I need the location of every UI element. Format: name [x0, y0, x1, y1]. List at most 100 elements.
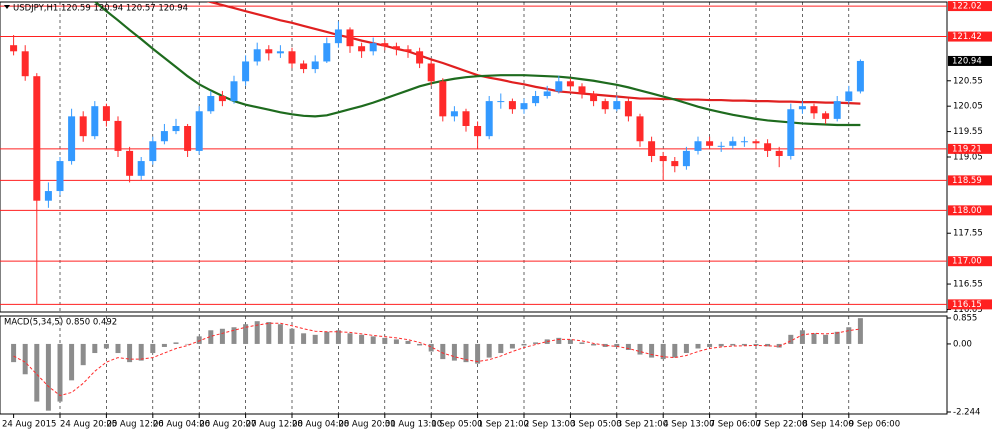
candle-body — [462, 111, 470, 126]
macd-bar — [556, 337, 562, 344]
menu-icon — [4, 5, 10, 9]
candle-body — [427, 63, 435, 82]
macd-bar — [80, 343, 86, 366]
macd-bar — [486, 343, 492, 358]
macd-bar — [219, 328, 225, 344]
macd-bar — [393, 339, 399, 344]
y-tick-label: 117.55 — [953, 229, 983, 239]
candle-body — [833, 101, 841, 119]
candle-body — [21, 51, 29, 77]
macd-bar — [115, 343, 121, 354]
candle-body — [369, 43, 377, 52]
level-label: 118.00 — [952, 206, 982, 216]
x-tick-label: 2 Sep 13:00 — [524, 420, 575, 430]
x-tick-label: 8 Sep 14:00 — [802, 420, 853, 430]
candle-body — [590, 93, 598, 102]
macd-bar — [823, 334, 829, 344]
candle-body — [79, 116, 87, 137]
candle-body — [822, 113, 830, 119]
x-tick-label: 26 Aug 20:00 — [199, 420, 256, 430]
candle-body — [276, 51, 284, 54]
macd-bar — [463, 343, 469, 363]
candle-body — [787, 109, 795, 156]
candle-body — [114, 120, 122, 151]
macd-bar — [138, 343, 144, 361]
x-tick-label: 26 Aug 04:00 — [153, 420, 210, 430]
macd-signal-line — [13, 322, 861, 397]
candle-body — [671, 161, 679, 167]
level-label-box — [948, 143, 992, 154]
candle-body — [404, 49, 412, 52]
indicator-y-tick-label: 0.00 — [953, 339, 972, 349]
x-tick-label: 7 Sep 22:00 — [756, 420, 807, 430]
macd-bar — [92, 343, 98, 354]
candle-body — [392, 46, 400, 50]
macd-bar — [69, 343, 75, 381]
x-tick-label: 3 Sep 21:00 — [617, 420, 668, 430]
macd-bar — [417, 343, 423, 346]
macd-bar — [196, 336, 202, 344]
macd-bar — [405, 340, 411, 344]
current-price-label: 120.94 — [952, 56, 982, 66]
candle-body — [810, 106, 818, 114]
macd-bar — [301, 333, 307, 344]
candle-body — [439, 81, 447, 117]
macd-bar — [498, 343, 504, 354]
indicator-panel — [0, 315, 948, 415]
candle-body — [706, 141, 714, 146]
candle-body — [543, 91, 551, 97]
macd-bar — [208, 330, 214, 344]
candle-body — [636, 116, 644, 142]
macd-bar — [451, 343, 457, 361]
candle-body — [184, 126, 192, 151]
x-tick-label: 1 Sep 05:00 — [431, 420, 482, 430]
macd-bar — [533, 342, 539, 344]
candle-body — [358, 46, 366, 52]
level-label: 121.42 — [952, 32, 982, 42]
y-tick-label: 116.55 — [953, 280, 983, 290]
candle-body — [126, 150, 134, 176]
candle-body — [242, 61, 250, 82]
candle-body — [56, 161, 64, 192]
x-tick-label: 24 Aug 20:00 — [60, 420, 117, 430]
macd-bar — [370, 336, 376, 344]
macd-bar — [150, 343, 156, 354]
candle-body — [91, 106, 99, 137]
candle-body — [265, 49, 273, 54]
candle-body — [497, 101, 505, 103]
macd-bar — [649, 343, 655, 358]
candle-body — [323, 43, 331, 62]
x-tick-label: 4 Sep 13:00 — [663, 420, 714, 430]
price-panel — [0, 1, 948, 313]
macd-bar — [243, 324, 249, 344]
y-tick-label: 120.55 — [953, 76, 983, 86]
macd-bar — [185, 343, 191, 345]
candle-body — [694, 141, 702, 151]
macd-bar — [614, 343, 620, 347]
macd-bar — [811, 333, 817, 344]
candle-body — [195, 111, 203, 151]
level-label: 116.15 — [952, 300, 982, 310]
candle-body — [775, 150, 783, 156]
candle-body — [218, 96, 226, 102]
macd-bar — [22, 343, 28, 375]
candle-body — [752, 141, 760, 144]
candle-body — [740, 141, 748, 143]
candle-body — [659, 155, 667, 162]
macd-bar — [579, 342, 585, 344]
macd-bar — [231, 327, 237, 344]
macd-bar — [765, 343, 771, 347]
macd-bar — [103, 343, 109, 349]
candle-body — [334, 29, 342, 44]
candle-body — [624, 101, 632, 117]
candle-body — [300, 63, 308, 70]
candle-body — [555, 81, 563, 92]
level-label: 118.59 — [952, 176, 982, 186]
candle-body — [160, 131, 168, 142]
x-tick-label: 9 Sep 06:00 — [849, 420, 900, 430]
macd-bar — [591, 343, 597, 346]
macd-bar — [660, 343, 666, 360]
macd-bar — [799, 330, 805, 344]
x-tick-label: 27 Aug 12:00 — [246, 420, 303, 430]
